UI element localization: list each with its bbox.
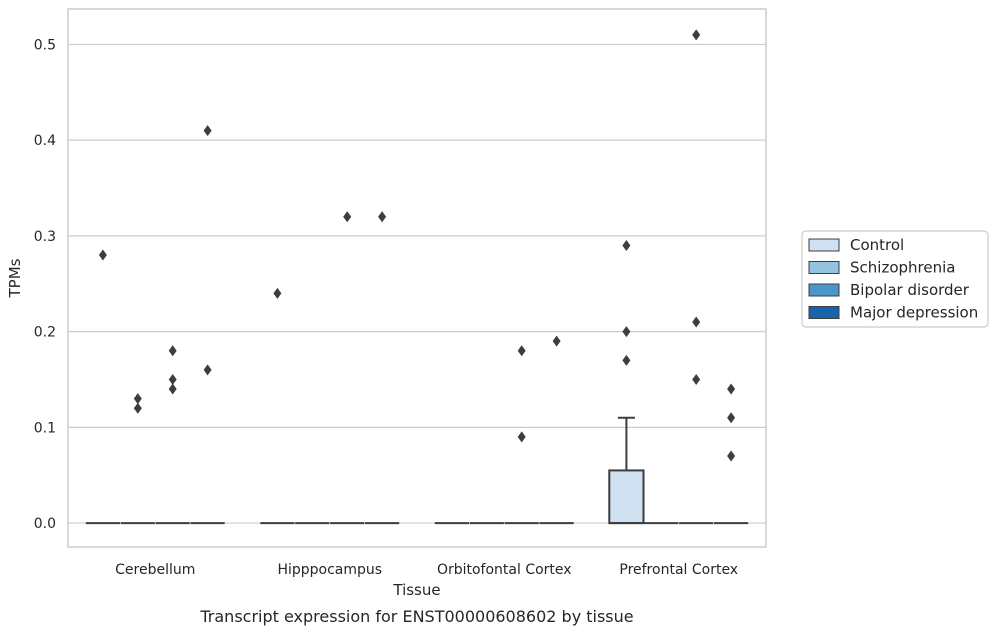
- outlier-point: [517, 345, 526, 357]
- outlier-point: [378, 211, 387, 223]
- outlier-point: [622, 239, 631, 251]
- outlier-point: [727, 383, 736, 395]
- legend-swatch: [808, 283, 840, 297]
- outlier-point: [692, 29, 701, 41]
- y-tick-label: 0.5: [34, 37, 56, 53]
- chart-caption: Transcript expression for ENST0000060860…: [199, 607, 633, 626]
- outlier-point: [273, 287, 282, 299]
- legend-swatch: [808, 238, 840, 252]
- legend-swatch: [808, 261, 840, 274]
- outlier-point: [727, 450, 736, 462]
- legend-frame: [801, 230, 989, 328]
- plot-area: [67, 8, 767, 548]
- outlier-point: [622, 354, 631, 366]
- outlier-point: [517, 431, 526, 443]
- x-axis-label: Tissue: [392, 581, 440, 599]
- y-axis-ticks: 0.0 0.1 0.2 0.3 0.4 0.5: [34, 37, 56, 532]
- outlier-point: [133, 402, 142, 414]
- y-tick-label: 0.0: [34, 516, 56, 532]
- x-axis-ticks: Cerebellum Hipppocampus Orbitofontal Corte…: [115, 562, 738, 578]
- outlier-point: [622, 326, 631, 338]
- y-tick-label: 0.1: [34, 420, 56, 436]
- legend-label: Major depression: [850, 304, 978, 322]
- legend-label: Schizophrenia: [850, 259, 955, 277]
- outlier-point: [168, 383, 177, 395]
- x-tick-label: Cerebellum: [115, 562, 195, 578]
- grid-lines: [68, 43, 766, 524]
- boxes: [85, 416, 749, 525]
- outlier-point: [133, 393, 142, 405]
- box-control: [608, 416, 645, 525]
- outlier-point: [203, 364, 212, 376]
- outlier-point: [727, 412, 736, 424]
- legend: Control Schizophrenia Bipolar disorder Majo…: [801, 230, 989, 328]
- outlier-point: [168, 373, 177, 385]
- y-tick-label: 0.4: [34, 133, 56, 149]
- x-tick-label: Orbitofontal Cortex: [437, 562, 572, 578]
- outliers: [98, 29, 736, 462]
- outlier-point: [343, 211, 352, 223]
- outlier-point: [692, 373, 701, 385]
- legend-swatch: [808, 306, 840, 319]
- y-axis-label: TPMs: [6, 258, 24, 298]
- outlier-point: [98, 249, 107, 261]
- outlier-point: [692, 316, 701, 328]
- legend-label: Control: [850, 236, 904, 254]
- outlier-point: [552, 335, 561, 347]
- x-tick-label: Hipppocampus: [277, 562, 382, 578]
- legend-label: Bipolar disorder: [850, 281, 970, 299]
- y-tick-label: 0.2: [34, 325, 56, 341]
- x-tick-label: Prefrontal Cortex: [619, 562, 738, 578]
- outlier-point: [203, 125, 212, 137]
- y-tick-label: 0.3: [34, 229, 56, 245]
- outlier-point: [168, 345, 177, 357]
- box: [608, 469, 645, 525]
